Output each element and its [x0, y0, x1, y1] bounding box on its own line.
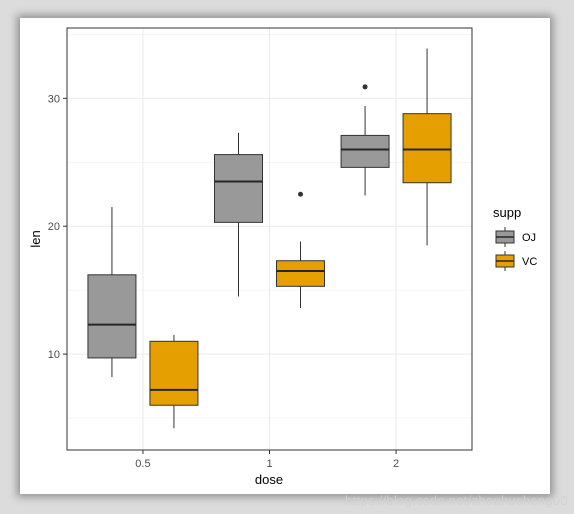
box-body	[214, 154, 263, 223]
legend-key-vc	[495, 251, 515, 271]
legend-label-vc: VC	[522, 256, 537, 268]
y-tick-label: 10	[48, 349, 60, 361]
box-vc-1	[276, 191, 325, 309]
x-axis: 0.5 1 2	[135, 450, 399, 470]
box-body	[402, 113, 452, 184]
box-oj-2	[340, 84, 390, 196]
x-tick-label: 0.5	[135, 458, 150, 470]
box-vc-2	[402, 48, 452, 246]
box-body	[340, 134, 390, 168]
x-axis-title: dose	[255, 472, 283, 487]
box-body	[149, 340, 199, 406]
x-tick-label: 2	[393, 458, 399, 470]
box-oj-1	[214, 132, 263, 297]
outlier-point	[362, 84, 368, 90]
legend-label-oj: OJ	[522, 232, 536, 244]
x-tick-label: 1	[266, 458, 272, 470]
y-axis: 10 20 30	[48, 93, 67, 361]
outlier-point	[298, 191, 303, 197]
watermark-text: https://blog.csdn.net/zhouhucheng00	[345, 493, 568, 508]
legend-key-oj	[495, 227, 515, 247]
box-body	[276, 260, 325, 287]
y-tick-label: 30	[48, 93, 60, 105]
legend: supp OJ VC	[493, 205, 537, 271]
legend-title: supp	[493, 205, 521, 220]
box-body	[87, 274, 137, 359]
y-tick-label: 20	[48, 221, 60, 233]
box-oj-0.5	[87, 207, 137, 378]
box-group	[87, 48, 452, 429]
box-vc-0.5	[149, 334, 199, 429]
y-axis-title: len	[28, 230, 43, 247]
